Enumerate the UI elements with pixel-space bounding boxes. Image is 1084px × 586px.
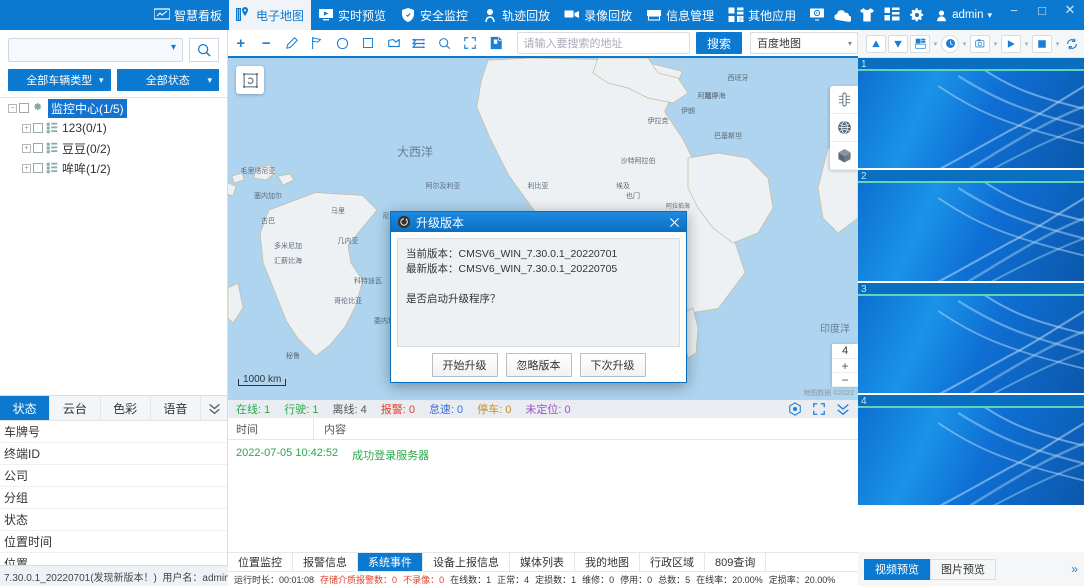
svg-text:毛里塔尼亚: 毛里塔尼亚 — [241, 166, 276, 175]
svg-text:塞内加尔: 塞内加尔 — [254, 191, 282, 200]
svg-text:汇薪比海: 汇薪比海 — [274, 256, 302, 265]
svg-text:多米尼加: 多米尼加 — [274, 241, 302, 250]
svg-text:利比亚: 利比亚 — [528, 181, 549, 190]
svg-text:伊朗: 伊朗 — [681, 106, 695, 115]
svg-text:西班牙: 西班牙 — [728, 73, 749, 82]
svg-text:沙特阿拉伯: 沙特阿拉伯 — [621, 156, 656, 165]
svg-text:印度洋: 印度洋 — [820, 322, 850, 335]
svg-text:阿尔及利亚: 阿尔及利亚 — [426, 181, 461, 190]
svg-text:阿富汗: 阿富汗 — [698, 91, 719, 100]
svg-text:伊拉克: 伊拉克 — [648, 116, 669, 125]
svg-text:几内亚: 几内亚 — [338, 236, 359, 245]
svg-text:秘鲁: 秘鲁 — [286, 351, 300, 360]
svg-text:科特迪瓦: 科特迪瓦 — [354, 276, 382, 285]
svg-text:阿拉伯海: 阿拉伯海 — [666, 202, 690, 210]
svg-text:巴基斯坦: 巴基斯坦 — [714, 131, 742, 140]
svg-text:大西洋: 大西洋 — [397, 144, 433, 159]
svg-text:哥伦比亚: 哥伦比亚 — [334, 296, 362, 305]
svg-text:也门: 也门 — [626, 191, 640, 200]
svg-text:埃及: 埃及 — [616, 181, 630, 190]
svg-text:古巴: 古巴 — [261, 216, 275, 225]
svg-text:马里: 马里 — [331, 207, 345, 215]
